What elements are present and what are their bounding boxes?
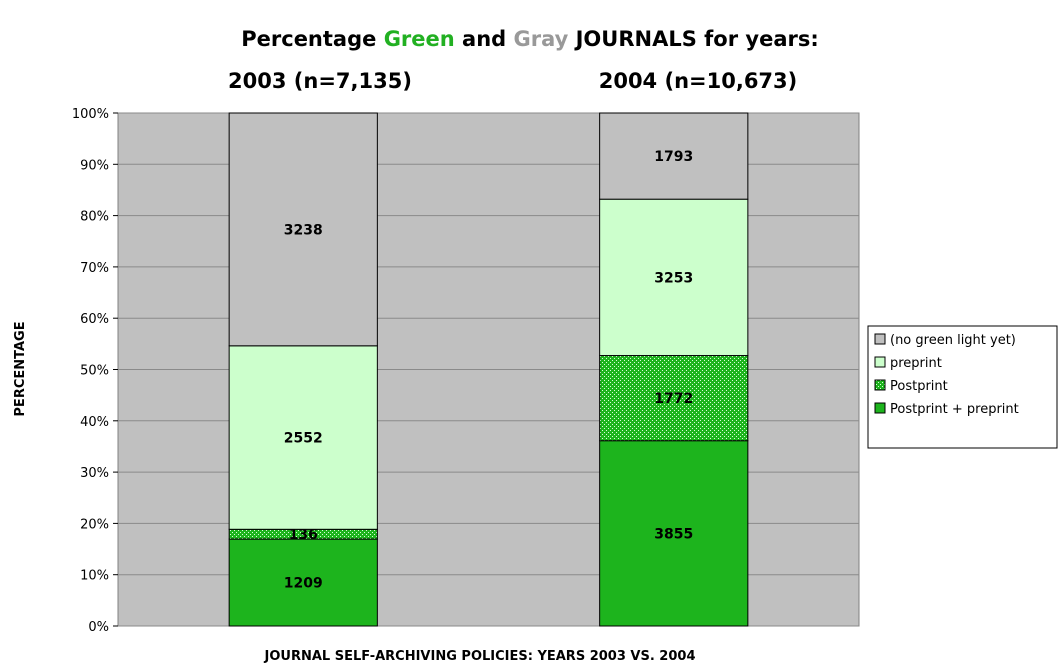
chart-title: Percentage Green and Gray JOURNALS for y…: [241, 27, 819, 51]
data-label-2003-1: 136: [289, 527, 318, 543]
legend-swatch: [874, 333, 886, 345]
bar-segment-2004-3: [599, 112, 749, 200]
data-label-2003-2: 2552: [284, 431, 323, 447]
y-tick-label: 10%: [80, 569, 109, 584]
bar-segment-2004-0: [599, 440, 749, 627]
y-tick-label: 40%: [80, 415, 109, 430]
chart-title-gray-word: Gray: [514, 27, 569, 51]
data-label-2003-3: 3238: [284, 222, 323, 238]
data-label-2004-0: 3855: [654, 526, 693, 542]
legend-swatch: [874, 379, 886, 391]
legend-swatch: [874, 402, 886, 414]
data-label-2003-0: 1209: [284, 576, 323, 592]
data-label-2004-3: 1793: [654, 149, 693, 165]
chart-title-prefix: Percentage: [241, 27, 383, 51]
bar-segment-2004-1: [599, 355, 749, 442]
y-axis-label: PERCENTAGE: [13, 321, 28, 416]
chart-title-middle: and: [455, 27, 514, 51]
category-header-2004: 2004 (n=10,673): [599, 69, 798, 93]
bar-segment-2003-2: [228, 345, 378, 530]
y-tick-label: 50%: [80, 364, 109, 379]
y-tick-label: 100%: [72, 107, 109, 122]
legend-box: [867, 325, 1058, 449]
bar-segment-2004-2: [599, 198, 749, 357]
y-tick-label: 30%: [80, 466, 109, 481]
y-tick-label: 80%: [80, 210, 109, 225]
category-header-2003: 2003 (n=7,135): [228, 69, 412, 93]
y-tick-label: 90%: [80, 158, 109, 173]
legend-swatch: [874, 356, 886, 368]
legend: (no green light yet) preprint Postprint Pos…: [867, 325, 1058, 449]
legend-label: (no green light yet): [890, 333, 1016, 348]
legend-label: Postprint: [890, 379, 948, 394]
chart-title-green-word: Green: [384, 27, 455, 51]
chart-title-suffix: JOURNALS for years:: [568, 27, 818, 51]
bars: 1209 136 2552 3238 3855 1772 3253 1793: [228, 112, 749, 627]
bar-segment-2003-0: [228, 538, 378, 627]
legend-label: preprint: [890, 356, 942, 371]
data-label-2004-2: 3253: [654, 270, 693, 286]
y-tick-label: 20%: [80, 517, 109, 532]
y-tick-label: 70%: [80, 261, 109, 276]
x-axis-label: JOURNAL SELF-ARCHIVING POLICIES: YEARS 2…: [264, 649, 696, 664]
y-tick-label: 0%: [88, 620, 109, 635]
legend-label: Postprint + preprint: [890, 402, 1019, 417]
data-label-2004-1: 1772: [654, 391, 693, 407]
y-axis-ticks: 0% 10% 20% 30% 40% 50% 60% 70% 80% 90% 100%: [72, 107, 118, 635]
bar-segment-2003-3: [228, 112, 378, 347]
y-tick-label: 60%: [80, 312, 109, 327]
